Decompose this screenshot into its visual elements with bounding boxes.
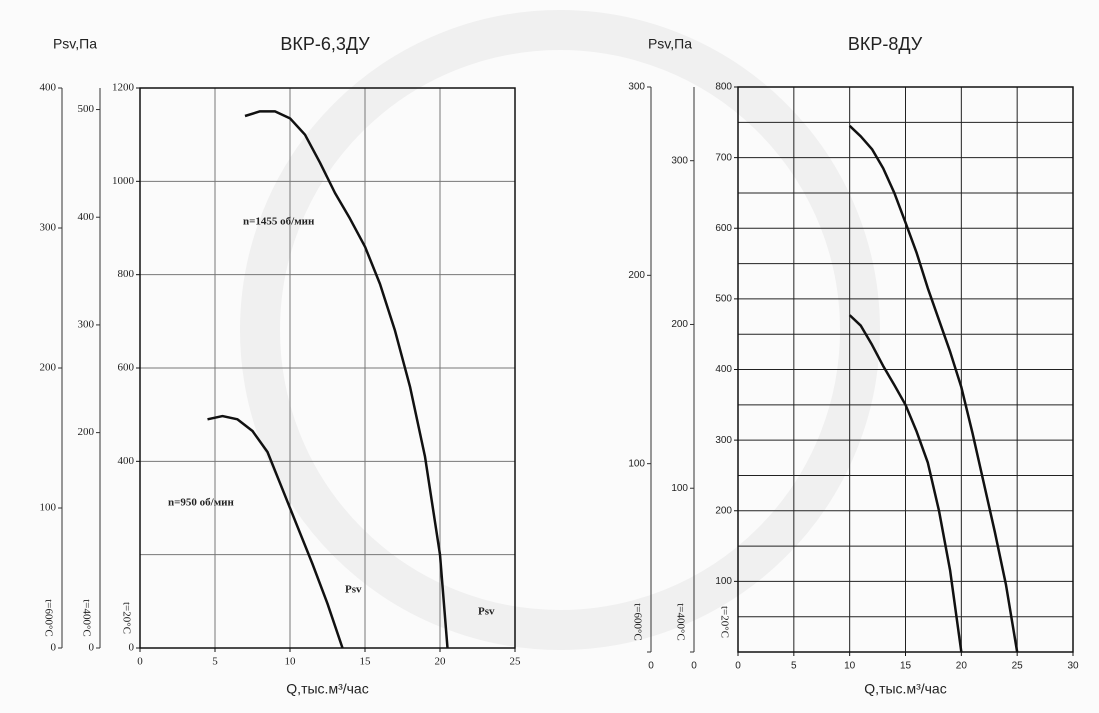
aux-y-tick-label: 500 (78, 103, 95, 115)
y-tick-label: 300 (715, 435, 732, 446)
x-tick-label: 25 (1012, 661, 1024, 672)
x-tick-label: 10 (285, 656, 297, 668)
chart-title: ВКР-6,3ДУ (280, 34, 370, 54)
y-tick-label: 400 (118, 455, 135, 467)
aux-y-tick-label: 0 (648, 661, 654, 672)
aux-y-tick-label: 0 (691, 661, 697, 672)
x-tick-label: 0 (137, 656, 143, 668)
axis-temperature-label: t=400°C (674, 603, 686, 641)
y-tick-label: 400 (715, 364, 732, 375)
x-tick-label: 20 (435, 656, 447, 668)
y-tick-label: 1200 (112, 82, 135, 94)
x-tick-label: 15 (360, 656, 372, 668)
aux-y-tick-label: 200 (671, 319, 688, 330)
y-tick-label: 100 (715, 576, 732, 587)
performance-curve (207, 414, 344, 649)
aux-y-tick-label: 100 (671, 483, 688, 494)
aux-y-tick-label: 300 (671, 155, 688, 166)
x-tick-label: 25 (510, 656, 522, 668)
aux-y-tick-label: 300 (78, 318, 95, 330)
x-tick-label: 15 (900, 661, 912, 672)
aux-y-tick-label: 100 (40, 502, 57, 514)
x-tick-label: 30 (1067, 661, 1079, 672)
x-tick-label: 5 (212, 656, 218, 668)
aux-y-tick-label: 0 (89, 642, 95, 654)
performance-curve (244, 110, 449, 649)
x-tick-label: 0 (735, 661, 741, 672)
axis-temperature-label: t=20°C (120, 602, 132, 634)
aux-y-tick-label: 200 (40, 362, 57, 374)
aux-y-tick-label: 400 (40, 82, 57, 94)
annotation: Psv (345, 584, 362, 596)
axis-temperature-label: t=400°C (80, 599, 92, 637)
aux-y-tick-label: 300 (628, 82, 645, 93)
axis-temperature-label: t=600°C (631, 603, 643, 641)
x-axis-title: Q,тыс.м³/час (864, 681, 946, 697)
performance-curve (848, 314, 963, 653)
annotation: Psv (478, 606, 495, 618)
y-tick-label: 200 (715, 505, 732, 516)
axis-temperature-label: t=20°C (718, 606, 730, 638)
y-tick-label: 700 (715, 152, 732, 163)
aux-y-tick-label: 300 (40, 222, 57, 234)
aux-y-tick-label: 100 (628, 458, 645, 469)
x-tick-label: 5 (791, 661, 797, 672)
y-tick-label: 800 (715, 82, 732, 93)
y-tick-label: 1000 (112, 175, 135, 187)
aux-y-tick-label: 200 (628, 270, 645, 281)
watermark (240, 10, 880, 650)
aux-y-tick-label: 400 (78, 211, 95, 223)
y-axis-title: Psv,Па (648, 36, 692, 52)
y-tick-label: 600 (715, 223, 732, 234)
x-tick-label: 20 (956, 661, 968, 672)
x-axis-title: Q,тыс.м³/час (286, 681, 368, 697)
aux-y-tick-label: 200 (78, 426, 95, 438)
y-axis-title: Psv,Па (53, 36, 97, 52)
aux-y-tick-label: 0 (51, 642, 57, 654)
axis-temperature-label: t=600°C (42, 599, 54, 637)
y-tick-label: 800 (118, 268, 135, 280)
curve-label: n=950 об/мин (168, 497, 235, 509)
y-tick-label: 600 (118, 362, 135, 374)
y-tick-label: 500 (715, 294, 732, 305)
chart-title: ВКР-8ДУ (848, 34, 923, 54)
x-tick-label: 10 (844, 661, 856, 672)
performance-curve (848, 124, 1019, 653)
y-tick-label: 0 (129, 642, 135, 654)
curve-label: n=1455 об/мин (243, 216, 315, 228)
